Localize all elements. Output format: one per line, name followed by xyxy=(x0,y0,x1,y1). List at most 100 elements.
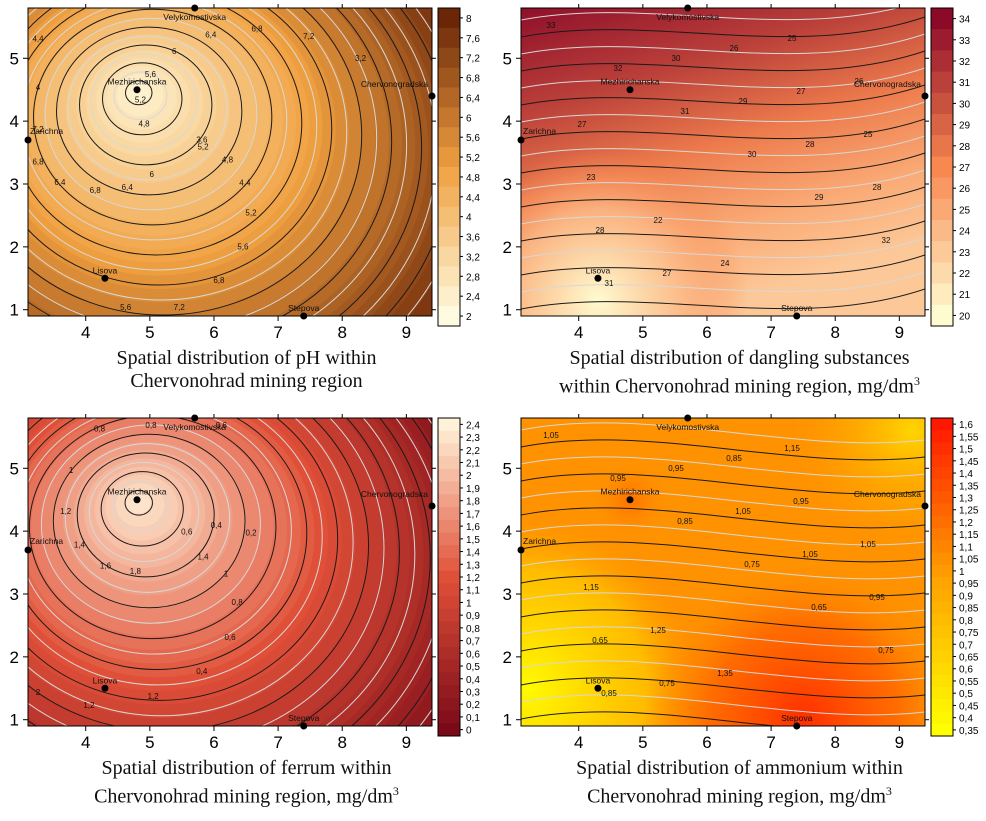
colorbar-tick-label: 0,55 xyxy=(959,677,979,688)
contour-value-label: 6,4 xyxy=(122,183,134,192)
colorbar-swatch xyxy=(931,198,953,221)
chart-caption: Spatial distribution of ammonium within C… xyxy=(493,757,986,809)
colorbar-swatch xyxy=(438,167,460,188)
colorbar-tick-label: 4,4 xyxy=(466,193,480,204)
station-label: Velykomostivska xyxy=(163,12,226,22)
contour-value-label: 3,2 xyxy=(355,54,367,63)
x-tick-label: 4 xyxy=(81,733,90,750)
contour-value-label: 32 xyxy=(614,64,623,73)
station-label: Mezhirichanska xyxy=(107,487,166,497)
contour-line xyxy=(28,8,348,301)
contour-value-label: 0,85 xyxy=(601,689,617,698)
colorbar-swatch xyxy=(931,418,953,431)
contour-value-label: 26 xyxy=(730,44,739,53)
contour-line xyxy=(521,33,925,55)
contour-line xyxy=(100,471,184,547)
station-marker xyxy=(133,86,141,94)
colorbar-swatch xyxy=(438,67,460,88)
colorbar-swatch xyxy=(438,710,460,724)
colorbar-swatch xyxy=(438,596,460,610)
colorbar-swatch xyxy=(931,589,953,602)
colorbar-swatch xyxy=(438,532,460,546)
contour-value-label: 0,6 xyxy=(181,528,193,537)
colorbar-swatch xyxy=(931,92,953,115)
colorbar-tick-label: 2,4 xyxy=(466,420,480,431)
contour-value-label: 0,95 xyxy=(869,593,885,602)
colorbar-tick-label: 33 xyxy=(959,36,971,47)
caption-line-1: Spatial distribution of ammonium within xyxy=(576,757,903,779)
colorbar-tick-label: 1,55 xyxy=(959,432,979,443)
station-label: Zarichna xyxy=(30,126,63,136)
colorbar-swatch xyxy=(438,127,460,148)
contour-line xyxy=(521,422,925,444)
contour-value-label: 4,8 xyxy=(139,120,151,129)
contour-line xyxy=(351,418,431,726)
colorbar-tick-label: 6,8 xyxy=(466,74,480,85)
colorbar-tick-label: 2,8 xyxy=(466,272,480,283)
colorbar-swatch xyxy=(438,494,460,508)
contour-line xyxy=(521,50,925,72)
colorbar-tick-label: 2,1 xyxy=(466,459,480,470)
contour-line xyxy=(28,8,393,316)
contour-line xyxy=(521,473,925,495)
station-label: Stepova xyxy=(781,303,812,313)
colorbar-swatch xyxy=(438,468,460,483)
colorbar-swatch xyxy=(931,638,953,651)
contour-line xyxy=(324,418,416,726)
contour-value-label: 5,2 xyxy=(197,143,209,152)
contour-value-label: 1,6 xyxy=(100,561,112,570)
colorbar-swatch xyxy=(438,226,460,247)
colorbar-tick-label: 31 xyxy=(959,78,971,89)
colorbar-tick-label: 7,2 xyxy=(466,54,480,65)
contour-line xyxy=(125,80,153,106)
colorbar-swatch xyxy=(931,577,953,590)
colorbar-swatch xyxy=(438,27,460,49)
contour-line xyxy=(52,433,246,609)
colorbar-swatch xyxy=(438,583,460,597)
contour-value-label: 0,95 xyxy=(610,474,626,483)
station-label: Mezhirichanska xyxy=(600,487,659,497)
colorbar-tick-label: 1,5 xyxy=(959,445,973,456)
contour-value-label: 26 xyxy=(855,77,864,86)
caption-line-2: Chervonohrad mining region, mg/dm3 xyxy=(94,784,399,808)
contour-value-label: 0,2 xyxy=(245,529,257,538)
contour-line xyxy=(521,186,925,208)
contour-line xyxy=(79,44,213,166)
station-label: Lisova xyxy=(93,265,118,275)
contour-value-label: 1,15 xyxy=(583,583,599,592)
colorbar-tick-label: 1,8 xyxy=(466,497,480,508)
colorbar-swatch xyxy=(931,220,953,242)
colorbar-swatch xyxy=(931,241,953,263)
contour-value-label: 1,35 xyxy=(717,669,733,678)
colorbar-swatch xyxy=(438,47,460,69)
contour-value-label: 0,75 xyxy=(659,679,675,688)
contour-value-label: 1,8 xyxy=(130,567,142,576)
plot-frame xyxy=(27,7,433,317)
contour-value-label: 30 xyxy=(748,150,757,159)
y-tick-label: 2 xyxy=(503,648,512,667)
contour-value-label: 0,95 xyxy=(668,464,684,473)
colorbar-swatch xyxy=(931,564,953,578)
contour-value-label: 1,2 xyxy=(83,701,95,710)
contour-value-label: 6 xyxy=(149,170,154,179)
colorbar-tick-label: 25 xyxy=(959,205,971,216)
x-tick-label: 5 xyxy=(638,733,647,750)
chart-caption: Spatial distribution of ferrum within Che… xyxy=(0,757,493,809)
colorbar-tick-label: 0,9 xyxy=(466,611,480,622)
contour-line xyxy=(28,8,378,316)
station-marker xyxy=(133,496,141,504)
contour-value-label: 1 xyxy=(224,570,229,579)
colorbar-tick-label: 1 xyxy=(466,598,472,609)
colorbar-swatch xyxy=(931,540,953,554)
colorbar-tick-label: 0,7 xyxy=(466,637,480,648)
x-tick-label: 8 xyxy=(830,733,839,750)
colorbar-swatch xyxy=(438,570,460,584)
colorbar-swatch xyxy=(438,621,460,635)
contour-line xyxy=(521,609,925,631)
contour-value-label: 27 xyxy=(663,269,672,278)
colorbar-tick-label: 1,9 xyxy=(466,484,480,495)
contour-value-label: 6,8 xyxy=(32,158,44,167)
x-tick-label: 6 xyxy=(702,323,711,340)
caption-line-2: Chervonohrad mining region xyxy=(130,370,363,392)
contour-value-label: 29 xyxy=(815,193,824,202)
